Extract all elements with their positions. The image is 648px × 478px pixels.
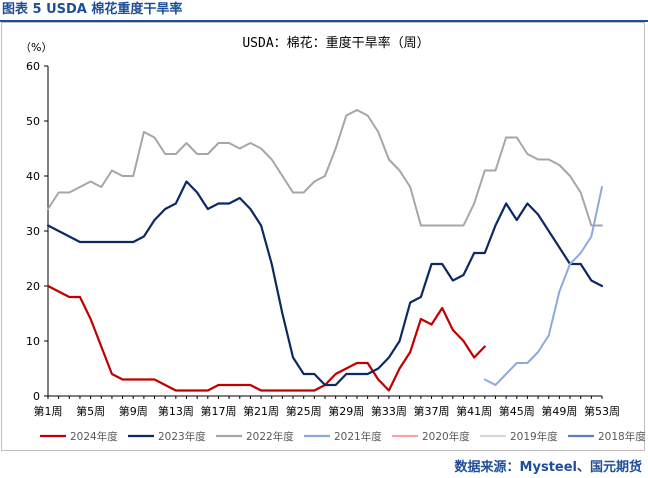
x-tick-label: 第1周 bbox=[34, 404, 63, 418]
x-tick-label: 第37周 bbox=[414, 404, 450, 418]
y-tick-label: 20 bbox=[26, 280, 40, 293]
legend-label-5: 2019年度 bbox=[510, 430, 558, 443]
y-axis-label: （%） bbox=[20, 41, 52, 54]
x-tick-label: 第53周 bbox=[584, 404, 620, 418]
legend-label-4: 2020年度 bbox=[422, 430, 470, 443]
legend-label-6: 2018年度 bbox=[598, 430, 646, 443]
x-tick-label: 第45周 bbox=[499, 404, 535, 418]
x-tick-label: 第17周 bbox=[200, 404, 236, 418]
source-note: 数据来源：Mysteel、国元期货 bbox=[454, 460, 642, 475]
x-tick-label: 第29周 bbox=[328, 404, 364, 418]
x-tick-label: 第33周 bbox=[371, 404, 407, 418]
x-tick-label: 第41周 bbox=[456, 404, 492, 418]
legend-label-0: 2024年度 bbox=[70, 430, 118, 443]
x-tick-label: 第49周 bbox=[541, 404, 577, 418]
y-tick-label: 30 bbox=[26, 225, 40, 238]
axes: 0 10 20 30 40 50 60 第1周 第5周 第9周 第13周 第17周 第21周 第25周 第2… bbox=[26, 60, 620, 418]
series-line-0 bbox=[46, 284, 486, 392]
y-tick-label: 40 bbox=[26, 170, 40, 183]
figure-title: 图表 5 USDA 棉花重度干旱率 bbox=[2, 2, 183, 17]
series-line-1 bbox=[46, 180, 604, 387]
chart-title: USDA：棉花：重度干旱率（周） bbox=[242, 35, 429, 51]
x-tick-label: 第21周 bbox=[243, 404, 279, 418]
series-line-3 bbox=[483, 186, 603, 386]
legend-label-2: 2022年度 bbox=[246, 430, 294, 443]
y-tick-label: 10 bbox=[26, 335, 40, 348]
series-layer bbox=[46, 109, 604, 392]
legend-label-3: 2021年度 bbox=[334, 430, 382, 443]
chart-frame bbox=[1, 22, 645, 451]
x-tick-label: 第5周 bbox=[76, 404, 105, 418]
series-line-2 bbox=[47, 109, 603, 227]
y-tick-label: 0 bbox=[33, 390, 40, 403]
legend-label-1: 2023年度 bbox=[158, 430, 206, 443]
x-tick-label: 第13周 bbox=[158, 404, 194, 418]
title-rule bbox=[0, 20, 648, 22]
legend: 2024年度 2023年度 2022年度 2021年度 2020年度 2019年度 2018… bbox=[40, 430, 646, 443]
y-tick-label: 50 bbox=[26, 115, 40, 128]
x-tick-label: 第25周 bbox=[286, 404, 322, 418]
y-tick-label: 60 bbox=[26, 60, 40, 73]
x-tick-label: 第9周 bbox=[119, 404, 148, 418]
